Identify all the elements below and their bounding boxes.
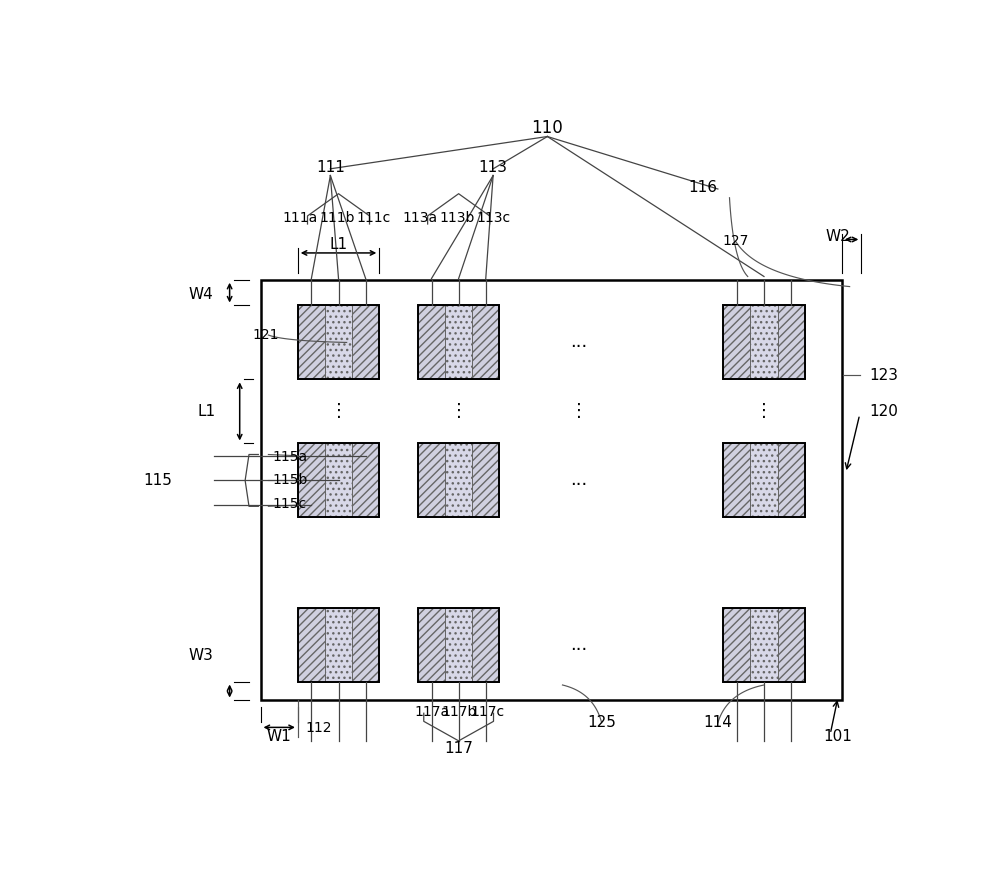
Text: ...: ... <box>570 471 587 489</box>
Text: 116: 116 <box>688 180 717 195</box>
Text: L1: L1 <box>329 238 348 253</box>
Text: ...: ... <box>570 635 587 654</box>
Bar <box>418 607 445 682</box>
Bar <box>298 305 325 379</box>
Bar <box>352 607 379 682</box>
Text: 127: 127 <box>723 234 749 248</box>
Text: 121: 121 <box>253 328 279 342</box>
Text: 120: 120 <box>869 404 898 419</box>
Bar <box>418 443 499 517</box>
Text: W1: W1 <box>267 729 292 744</box>
Text: L1: L1 <box>197 404 215 419</box>
Bar <box>472 443 499 517</box>
Bar <box>325 305 352 379</box>
Bar <box>418 305 499 379</box>
Text: 117c: 117c <box>470 705 504 719</box>
Bar <box>298 607 379 682</box>
Bar <box>352 443 379 517</box>
Bar <box>472 607 499 682</box>
Bar <box>298 443 325 517</box>
Text: ⋮: ⋮ <box>450 402 468 420</box>
Bar <box>261 280 842 700</box>
Bar <box>778 607 805 682</box>
Text: 115a: 115a <box>272 450 307 464</box>
Bar <box>723 305 750 379</box>
Bar <box>445 443 472 517</box>
Bar <box>723 607 750 682</box>
Bar <box>325 443 352 517</box>
Bar <box>418 305 445 379</box>
Text: W2: W2 <box>826 229 850 244</box>
Text: 113a: 113a <box>402 211 437 225</box>
Text: 115: 115 <box>143 473 172 488</box>
Text: 112: 112 <box>306 721 332 735</box>
Text: 111: 111 <box>316 160 345 175</box>
Text: 125: 125 <box>587 715 616 730</box>
Text: 101: 101 <box>824 729 852 744</box>
Text: W3: W3 <box>189 648 213 662</box>
Text: 110: 110 <box>532 120 563 137</box>
Text: W4: W4 <box>189 288 213 302</box>
Text: 115c: 115c <box>272 497 306 511</box>
Text: 111b: 111b <box>319 211 355 225</box>
Text: 113b: 113b <box>439 211 475 225</box>
Bar <box>298 305 379 379</box>
Bar <box>298 443 379 517</box>
Bar <box>778 305 805 379</box>
Text: 111a: 111a <box>282 211 317 225</box>
Text: 114: 114 <box>703 715 732 730</box>
Bar <box>325 607 352 682</box>
Bar <box>472 305 499 379</box>
Bar <box>418 443 445 517</box>
Bar <box>723 443 805 517</box>
Text: 117a: 117a <box>414 705 449 719</box>
Bar <box>352 305 379 379</box>
Text: 113: 113 <box>479 160 508 175</box>
Bar <box>298 607 325 682</box>
Bar <box>445 305 472 379</box>
Text: 115b: 115b <box>272 474 308 488</box>
Text: ⋮: ⋮ <box>755 402 773 420</box>
Bar <box>723 305 805 379</box>
Bar <box>750 607 778 682</box>
Text: 117: 117 <box>444 741 473 756</box>
Bar <box>778 443 805 517</box>
Text: ...: ... <box>570 334 587 351</box>
Bar <box>723 443 750 517</box>
Text: ⋮: ⋮ <box>330 402 348 420</box>
Text: ⋮: ⋮ <box>570 402 588 420</box>
Text: 111c: 111c <box>356 211 391 225</box>
Bar <box>418 607 499 682</box>
Bar <box>445 607 472 682</box>
Text: 123: 123 <box>869 368 898 383</box>
Bar <box>750 443 778 517</box>
Bar <box>750 305 778 379</box>
Text: 113c: 113c <box>476 211 511 225</box>
Text: 117b: 117b <box>441 705 476 719</box>
Bar <box>723 607 805 682</box>
